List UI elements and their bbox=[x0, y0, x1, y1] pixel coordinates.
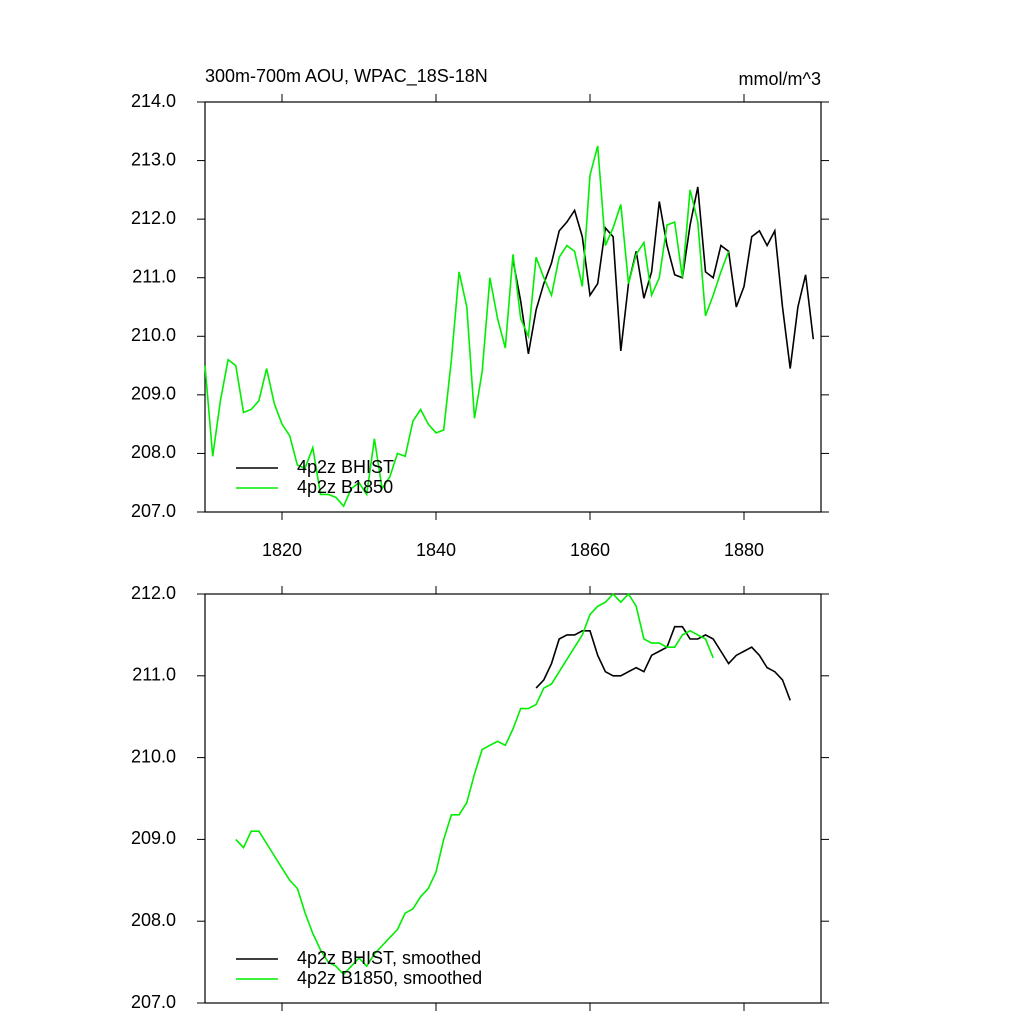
plot-frame bbox=[204, 593, 822, 1004]
y-tick-label: 207.0 bbox=[131, 501, 176, 521]
y-tick-label: 214.0 bbox=[131, 91, 176, 111]
data-line bbox=[235, 592, 714, 976]
y-tick-label: 211.0 bbox=[132, 665, 176, 685]
legend-label: 4p2z BHIST bbox=[297, 457, 394, 477]
y-tick-label: 210.0 bbox=[131, 746, 176, 766]
data-line bbox=[512, 186, 815, 369]
x-tick-label: 1820 bbox=[262, 540, 302, 560]
chart-title: 300m-700m AOU, WPAC_18S-18N bbox=[205, 66, 488, 87]
y-tick-label: 208.0 bbox=[131, 910, 176, 930]
legend-label: 4p2z BHIST, smoothed bbox=[297, 948, 481, 968]
data-line bbox=[535, 625, 791, 701]
x-tick-label: 1840 bbox=[416, 540, 456, 560]
y-tick-label: 212.0 bbox=[131, 583, 176, 603]
plot-frame bbox=[204, 101, 822, 513]
units-label: mmol/m^3 bbox=[739, 69, 821, 89]
y-tick-label: 212.0 bbox=[131, 208, 176, 228]
y-tick-label: 210.0 bbox=[131, 325, 176, 345]
y-tick-label: 209.0 bbox=[131, 384, 176, 404]
y-tick-label: 208.0 bbox=[131, 442, 176, 462]
x-tick-label: 1880 bbox=[724, 540, 764, 560]
legend-label: 4p2z B1850, smoothed bbox=[297, 968, 482, 988]
y-tick-label: 213.0 bbox=[131, 149, 176, 169]
data-line bbox=[204, 145, 730, 508]
y-tick-label: 211.0 bbox=[132, 266, 176, 286]
x-tick-label: 1860 bbox=[570, 540, 610, 560]
y-tick-label: 207.0 bbox=[131, 992, 176, 1012]
legend-label: 4p2z B1850 bbox=[297, 477, 393, 497]
y-tick-label: 209.0 bbox=[131, 828, 176, 848]
